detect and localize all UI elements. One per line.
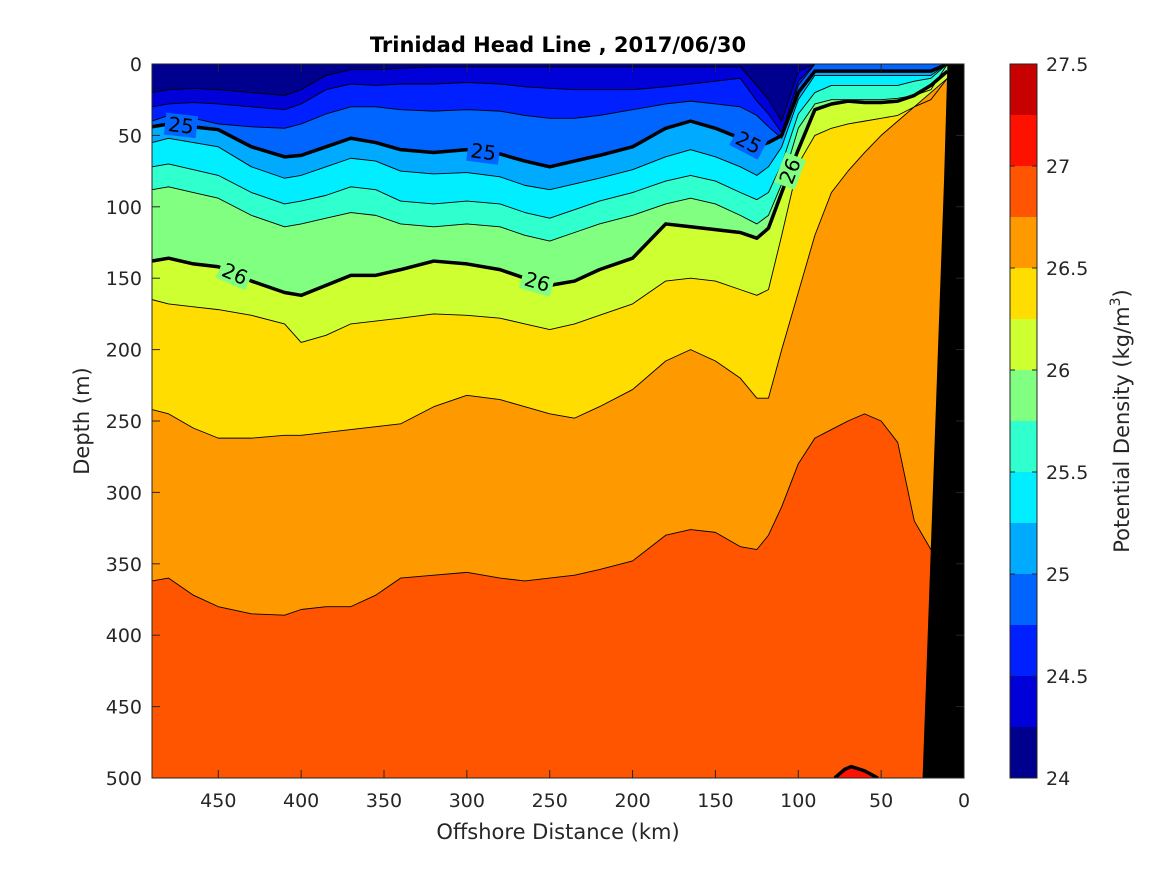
contour-label-bg	[466, 138, 501, 165]
y-tick-label: 450	[106, 697, 142, 719]
x-tick-label: 300	[449, 790, 485, 812]
x-tick-label: 100	[780, 790, 816, 812]
density-band	[152, 413, 948, 778]
colorbar-swatch	[1010, 268, 1037, 319]
seafloor-mask	[922, 64, 964, 778]
colorbar-swatch	[1010, 625, 1037, 676]
contour-label-bg	[215, 257, 254, 291]
colorbar-swatch	[1010, 676, 1037, 727]
x-tick-label: 250	[532, 790, 568, 812]
chart-title: Trinidad Head Line , 2017/06/30	[370, 33, 746, 57]
y-tick-label: 150	[106, 268, 142, 290]
contour-line	[152, 64, 948, 191]
colorbar-swatch	[1010, 319, 1037, 370]
contour-line	[152, 77, 948, 439]
colorbar-swatch	[1010, 64, 1037, 115]
y-axis-label: Depth (m)	[70, 367, 94, 474]
y-tick-label: 0	[130, 54, 142, 76]
contour-line-bold	[152, 64, 949, 169]
colorbar-label: Potential Density (kg/m3)	[1108, 289, 1134, 553]
colorbar-ticks: 24 24.5 25 25.5 26 26.5 27 27.5	[1010, 54, 1088, 790]
contour-label-bg	[163, 112, 199, 139]
y-tick-label: 50	[118, 125, 142, 147]
colorbar-swatch	[1010, 421, 1037, 472]
colorbar-label-superscript: 3	[1108, 297, 1124, 306]
contour-lines	[152, 64, 949, 778]
colorbar-tick-label: 26	[1046, 360, 1070, 382]
contour-line	[152, 413, 948, 616]
x-tick-label: 450	[200, 790, 236, 812]
colorbar-swatch	[1010, 217, 1037, 268]
contour-label-bg	[729, 125, 768, 160]
x-axis: 450 400 350 300 250 200 150 100 50 0	[200, 64, 970, 812]
y-tick-label: 350	[106, 554, 142, 576]
colorbar-tick-label: 24	[1046, 768, 1070, 790]
contour-label-bg	[518, 266, 556, 297]
y-tick-label: 250	[106, 411, 142, 433]
contour-label: 25	[167, 112, 195, 139]
contour-line-bold	[833, 764, 879, 778]
colorbar-swatch	[1010, 370, 1037, 421]
contour-fills	[152, 64, 964, 778]
colorbar: 24 24.5 25 25.5 26 26.5 27 27.5 Potential Densi…	[1009, 54, 1134, 790]
colorbar-tick-label: 26.5	[1046, 258, 1088, 280]
colorbar-swatch	[1010, 523, 1037, 574]
contour-line	[152, 64, 948, 219]
colorbar-tick-label: 24.5	[1046, 666, 1088, 688]
colorbar-label-main: Potential Density (kg/m	[1110, 306, 1134, 552]
contour-line	[152, 78, 948, 343]
y-axis: 0 50 100 150 200 250 300 350 400 450 500	[106, 54, 964, 790]
contour-line	[152, 64, 948, 139]
colorbar-tick-label: 27.5	[1046, 54, 1088, 76]
colorbar-swatch	[1010, 472, 1037, 523]
x-tick-label: 350	[366, 790, 402, 812]
colorbar-swatch	[1010, 115, 1037, 166]
bathymetry-mask	[922, 64, 964, 778]
colorbar-swatches	[1010, 64, 1037, 778]
x-tick-label: 0	[958, 790, 970, 812]
colorbar-tick-label: 25.5	[1046, 462, 1088, 484]
x-tick-label: 150	[697, 790, 733, 812]
contour-label: 25	[469, 138, 497, 165]
x-tick-label: 50	[869, 790, 893, 812]
y-tick-label: 400	[106, 625, 142, 647]
colorbar-tick-label: 27	[1046, 156, 1070, 178]
colorbar-tick-label: 25	[1046, 564, 1070, 586]
y-tick-label: 200	[106, 340, 142, 362]
colorbar-swatch	[1010, 574, 1037, 625]
y-tick-label: 500	[106, 768, 142, 790]
y-tick-label: 300	[106, 482, 142, 504]
x-tick-label: 200	[614, 790, 650, 812]
x-axis-label: Offshore Distance (km)	[436, 820, 679, 844]
contour-line-bold	[152, 69, 949, 298]
colorbar-label-end: )	[1110, 289, 1134, 297]
colorbar-frame	[1009, 63, 1038, 779]
colorbar-swatch	[1010, 727, 1037, 778]
colorbar-swatch	[1010, 166, 1037, 217]
y-tick-label: 100	[106, 197, 142, 219]
contour-line	[152, 64, 948, 133]
x-tick-label: 400	[283, 790, 319, 812]
contour-line	[152, 64, 948, 122]
contour-label-bg	[773, 152, 807, 190]
